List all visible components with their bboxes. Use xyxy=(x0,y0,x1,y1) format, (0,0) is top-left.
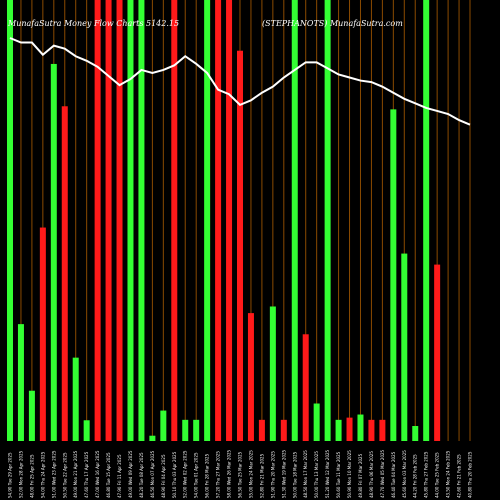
flow-bar xyxy=(215,0,222,441)
flow-bar xyxy=(357,414,364,441)
x-tick-label: 51.00 Wed 23 Apr 2025 xyxy=(51,450,56,498)
x-tick-label: 50.60 Tue 11 Mar 2025 xyxy=(336,451,341,498)
x-tick-label: 52.00 Mon 28 Apr 2025 xyxy=(18,450,23,498)
flow-bar xyxy=(138,0,145,441)
flow-bar xyxy=(280,419,287,441)
x-tick-label: 50.00 Tue 18 Mar 2025 xyxy=(292,451,297,498)
flow-bar xyxy=(226,0,233,441)
x-tick-label: 51.30 Wed 19 Mar 2025 xyxy=(281,449,286,498)
x-tick-label: 51.90 Thu 20 Mar 2025 xyxy=(270,451,275,498)
flow-bar xyxy=(335,419,342,441)
x-tick-label: 43.50 Mon 24 Feb 2025 xyxy=(446,450,451,498)
x-tick-label: 51.20 Wed 12 Mar 2025 xyxy=(325,449,330,498)
x-tick-label: 47.90 Fri 11 Apr 2025 xyxy=(117,454,122,498)
flow-bar xyxy=(28,390,35,441)
x-tick-label: 49.80 Fri 07 Mar 2025 xyxy=(358,453,363,498)
x-tick-label: 46.80 Tue 15 Apr 2025 xyxy=(106,452,111,498)
x-tick-label: 45.60 Mon 03 Mar 2025 xyxy=(402,450,407,498)
flow-bar xyxy=(61,106,68,441)
x-tick-label: 40.80 Thu 20 Feb 2025 xyxy=(468,451,473,498)
flow-bar xyxy=(423,0,430,441)
flow-bar xyxy=(83,420,90,441)
money-flow-bars xyxy=(7,0,441,442)
price-line xyxy=(9,37,471,126)
flow-bar xyxy=(149,435,156,441)
x-tick-label: 47.70 Wed 05 Mar 2025 xyxy=(380,449,385,498)
x-tick-label: 54.00 Thu 24 Apr 2025 xyxy=(40,451,45,498)
x-tick-label: 49.00 Wed 09 Apr 2025 xyxy=(128,450,133,498)
flow-bar xyxy=(160,410,167,441)
x-tick-label: 48.90 Thu 06 Mar 2025 xyxy=(369,451,374,498)
x-tick-label: 42.60 Fri 21 Feb 2025 xyxy=(457,454,462,498)
flow-bar xyxy=(390,109,397,442)
flow-bar xyxy=(379,419,386,441)
x-tick-label: 48.00 Fri 25 Apr 2025 xyxy=(29,454,34,498)
x-tick-label: 47.60 Thu 17 Apr 2025 xyxy=(84,451,89,498)
x-tick-label: 48.20 Tue 08 Apr 2025 xyxy=(139,452,144,498)
flow-bar xyxy=(116,0,123,441)
flow-bar xyxy=(302,334,309,441)
x-tick-label: 52.00 Wed 02 Apr 2025 xyxy=(183,450,188,498)
flow-bar xyxy=(7,0,13,441)
flow-bar xyxy=(291,0,298,441)
flow-bar xyxy=(204,0,211,441)
flow-bar xyxy=(171,0,178,441)
flow-bar xyxy=(258,419,265,441)
x-tick-label: 54.90 Tue 29 Apr 2025 xyxy=(8,452,13,498)
x-tick-label: 54.00 Tue 01 Apr 2025 xyxy=(194,452,199,498)
x-tick-label: 44.00 Tue 25 Feb 2025 xyxy=(435,452,440,498)
flow-bar xyxy=(368,419,375,441)
flow-bar xyxy=(324,0,331,441)
x-tick-label: 44.20 Fri 28 Feb 2025 xyxy=(413,454,418,498)
x-tick-label: 50.50 Tue 22 Apr 2025 xyxy=(62,452,67,498)
x-tick-label: 58.00 Wed 26 Mar 2025 xyxy=(227,449,232,498)
x-tick-label: 46.40 Tue 04 Mar 2025 xyxy=(391,451,396,498)
flow-bar xyxy=(237,50,243,442)
x-tick-label: 56.00 Fri 28 Mar 2025 xyxy=(205,453,210,498)
x-tick-label: 55.00 Mon 24 Mar 2025 xyxy=(248,450,253,498)
flow-bar xyxy=(94,0,101,441)
flow-bar xyxy=(127,0,134,441)
x-tick-label: 50.00 Thu 13 Mar 2025 xyxy=(314,451,319,498)
flow-bar xyxy=(50,63,57,441)
x-tick-label: 46.50 Mon 07 Apr 2025 xyxy=(150,450,155,498)
flow-bar xyxy=(39,227,46,441)
chart-title: MunafaSutra Money Flow Charts 5142.15 xyxy=(7,19,179,28)
flow-bar xyxy=(401,253,408,441)
x-tick-label: 50.90 Mon 10 Mar 2025 xyxy=(347,450,352,498)
flow-bar xyxy=(247,313,254,441)
x-tick-label: 47.00 Wed 16 Apr 2025 xyxy=(95,450,100,498)
flow-bar xyxy=(346,417,353,441)
flow-bar xyxy=(434,264,441,441)
flow-bar xyxy=(193,419,200,441)
chart-subtitle: (STEPHANOTS) MunafaSutra.com xyxy=(262,19,403,28)
flow-bar xyxy=(313,403,320,441)
flow-bar xyxy=(269,306,276,441)
flow-bar xyxy=(72,357,79,441)
flow-bar xyxy=(412,426,419,441)
x-tick-label: 45.80 Thu 27 Feb 2025 xyxy=(424,451,429,498)
x-tick-label: 48.50 Mon 17 Mar 2025 xyxy=(303,450,308,498)
x-tick-label: 49.00 Mon 21 Apr 2025 xyxy=(73,450,78,498)
flow-bar xyxy=(182,419,189,441)
flow-bar xyxy=(105,0,112,441)
x-tick-label: 57.20 Thu 27 Mar 2025 xyxy=(216,451,221,498)
x-tick-label: 48.90 Fri 04 Apr 2025 xyxy=(161,454,166,498)
x-axis-tick-labels: 54.90 Tue 29 Apr 2025 52.00 Mon 28 Apr 20… xyxy=(8,449,473,498)
x-tick-label: 50.10 Thu 03 Apr 2025 xyxy=(172,451,177,498)
x-tick-label: 52.80 Fri 21 Mar 2025 xyxy=(259,453,264,498)
x-tick-label: 56.50 Tue 25 Mar 2025 xyxy=(238,451,243,498)
flow-bar xyxy=(17,324,24,441)
